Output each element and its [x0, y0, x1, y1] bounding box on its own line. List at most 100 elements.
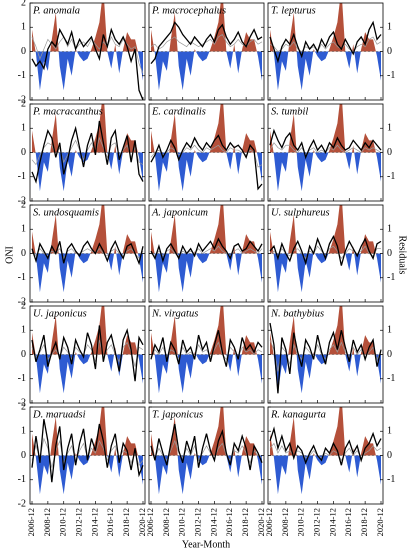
y-tick-label: -1: [18, 373, 26, 384]
panel-label: E. cardinalis: [151, 106, 206, 117]
panel: P. macracanthus -2 -1 0 1 2: [18, 98, 146, 206]
y2-tick-label: 1: [387, 224, 392, 235]
oni-negative-area: [32, 253, 143, 293]
y-tick-label: 0: [21, 147, 26, 158]
oni-negative-area: [151, 51, 262, 91]
x-tick-label: 2018-12: [240, 508, 250, 536]
residuals-line: [31, 27, 144, 100]
residuals-line: [269, 20, 382, 64]
panel-label: S. tumbil: [271, 106, 308, 117]
x-tick-label: 2020-12: [137, 508, 147, 536]
x-tick-label: 2012-12: [193, 508, 203, 536]
x-tick-label: 2016-12: [105, 508, 115, 536]
y2-tick-label: 1: [387, 325, 392, 336]
oni-positive-area: [32, 205, 143, 254]
x-tick-label: 2010-12: [58, 508, 68, 536]
fitted-line: [31, 136, 144, 166]
oni-positive-area: [151, 306, 262, 355]
y2-tick-label: -1: [387, 272, 395, 283]
panel: U. sulphureus -1 0 1: [267, 204, 395, 303]
y-tick-label: 1: [21, 426, 26, 437]
residuals-line: [31, 239, 144, 266]
oni-positive-area: [151, 205, 262, 254]
residuals-line: [150, 330, 263, 367]
x-tick-label: 2016-12: [343, 508, 353, 536]
panel-label: P. macracanthus: [32, 106, 103, 117]
residuals-line: [269, 426, 382, 466]
residuals-line: [150, 237, 263, 264]
oni-positive-area: [270, 306, 381, 355]
residuals-line: [150, 21, 263, 65]
panel-label: T. lepturus: [271, 5, 316, 16]
oni-positive-area: [270, 205, 381, 254]
residuals-line: [269, 128, 382, 160]
panel-label: N. bathybius: [270, 308, 324, 319]
y-tick-label: 1: [21, 22, 26, 33]
x-tick-label: 2018-12: [121, 508, 131, 536]
y-tick-label: -2: [18, 94, 26, 105]
y-tick-label: 0: [21, 248, 26, 259]
x-tick-label: 2006-12: [26, 508, 36, 536]
y2-axis-label: Residuals: [397, 236, 408, 275]
residuals-line: [31, 419, 144, 483]
x-tick-label: 2018-12: [359, 508, 369, 536]
y-tick-label: -2: [18, 397, 26, 408]
y2-tick-label: 0: [387, 349, 392, 360]
y-tick-label: -1: [18, 171, 26, 182]
y-tick-label: 0: [21, 450, 26, 461]
oni-negative-area: [32, 455, 143, 495]
oni-negative-area: [32, 51, 143, 91]
x-tick-label: 2020-12: [256, 508, 266, 536]
oni-positive-area: [32, 104, 143, 153]
y-tick-label: -1: [18, 70, 26, 81]
y-tick-label: -1: [18, 272, 26, 283]
oni-negative-area: [270, 51, 381, 91]
panel: S. undosquamis -2 -1 0 1 2: [18, 199, 146, 307]
fitted-line: [269, 36, 382, 53]
fitted-line: [150, 34, 263, 50]
y-tick-label: 2: [21, 401, 26, 412]
y-tick-label: 2: [21, 199, 26, 210]
panel-label: P. macrocephalus: [151, 5, 226, 16]
x-tick-label: 2006-12: [145, 508, 155, 536]
x-tick-label: 2012-12: [74, 508, 84, 536]
residuals-line: [31, 325, 144, 382]
panel-label: T. japonicus: [152, 409, 203, 420]
x-tick-label: 2010-12: [177, 508, 187, 536]
x-tick-label: 2014-12: [327, 508, 337, 536]
x-tick-label: 2014-12: [208, 508, 218, 536]
oni-positive-area: [32, 306, 143, 355]
x-tick-label: 2020-12: [375, 508, 385, 536]
panel: P. anomala -2 -1 0 1 2: [18, 0, 146, 105]
oni-negative-area: [151, 152, 262, 192]
y-tick-label: 2: [21, 300, 26, 311]
oni-positive-area: [151, 407, 262, 456]
panel: A. japonicum: [148, 204, 265, 303]
panel-label: N. virgatus: [151, 308, 198, 319]
oni-negative-area: [151, 455, 262, 495]
oni-positive-area: [270, 3, 381, 52]
oni-negative-area: [270, 152, 381, 192]
residuals-line: [150, 134, 263, 191]
y2-tick-label: 0: [387, 147, 392, 158]
oni-positive-area: [32, 3, 143, 52]
panel-label: D. maruadsi: [32, 409, 86, 420]
x-tick-label: 2010-12: [296, 508, 306, 536]
y2-tick-label: -1: [387, 171, 395, 182]
panel: N. virgatus: [148, 305, 265, 404]
oni-positive-area: [32, 407, 143, 456]
y-tick-label: 1: [21, 224, 26, 235]
y-tick-label: 0: [21, 349, 26, 360]
y-tick-label: 0: [21, 46, 26, 57]
oni-negative-area: [270, 354, 381, 394]
panel: T. lepturus -1 0 1: [267, 2, 395, 101]
residuals-line: [269, 322, 382, 394]
x-tick-label: 2016-12: [224, 508, 234, 536]
panel: U. japonicus -2 -1 0 1 2: [18, 300, 146, 408]
y-tick-label: -2: [18, 498, 26, 509]
residuals-line: [31, 120, 144, 184]
fitted-line: [150, 245, 263, 257]
panel-label: U. sulphureus: [271, 207, 330, 218]
panel-label: S. undosquamis: [33, 207, 99, 218]
